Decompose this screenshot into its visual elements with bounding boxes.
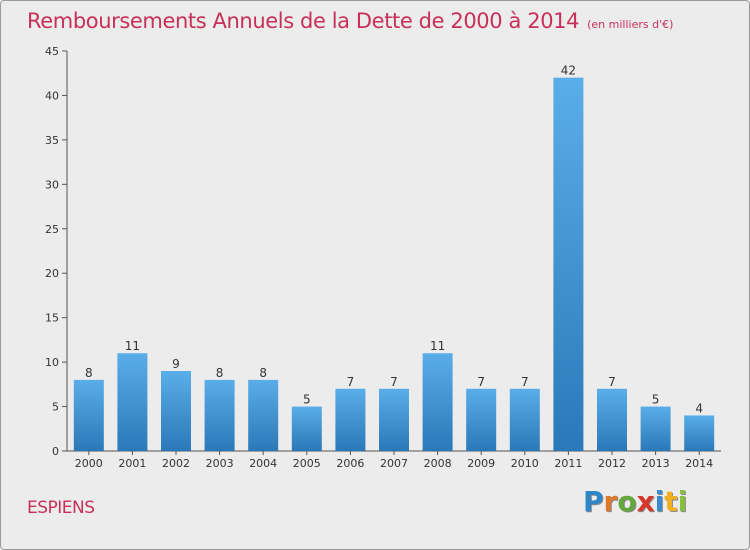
logo-letter: t <box>664 485 678 518</box>
x-tick-label: 2002 <box>162 457 190 470</box>
data-label: 9 <box>172 357 180 371</box>
y-tick-label: 5 <box>52 401 59 414</box>
y-tick-label: 35 <box>45 134 59 147</box>
bar <box>291 406 322 451</box>
y-tick-label: 25 <box>45 223 59 236</box>
bar <box>466 388 497 451</box>
y-tick-label: 10 <box>45 356 59 369</box>
y-tick-label: 15 <box>45 312 59 325</box>
data-label: 7 <box>477 375 485 389</box>
x-tick-label: 2014 <box>685 457 713 470</box>
y-tick-label: 30 <box>45 178 59 191</box>
x-tick-label: 2010 <box>511 457 539 470</box>
bar <box>379 388 409 451</box>
data-label: 4 <box>695 401 703 415</box>
y-tick-label: 20 <box>45 267 59 280</box>
data-label: 11 <box>125 339 140 353</box>
commune-name: ESPIENS <box>27 498 95 518</box>
data-label: 8 <box>216 366 224 380</box>
bar <box>640 406 671 451</box>
data-label: 42 <box>561 64 576 78</box>
x-tick-label: 2000 <box>75 457 103 470</box>
bar <box>553 77 584 452</box>
x-tick-label: 2008 <box>424 457 452 470</box>
x-tick-label: 2007 <box>380 457 408 470</box>
data-label: 7 <box>347 375 355 389</box>
bar <box>509 388 540 451</box>
data-label: 8 <box>259 366 267 380</box>
logo-letter: o <box>617 485 637 518</box>
data-label: 7 <box>390 375 398 389</box>
chart-title: Remboursements Annuels de la Dette de 20… <box>27 9 674 33</box>
y-tick-label: 0 <box>52 445 59 458</box>
data-label: 11 <box>430 339 445 353</box>
proxiti-logo: Proxiti <box>583 485 687 518</box>
bar <box>684 415 715 451</box>
x-tick-label: 2003 <box>206 457 234 470</box>
data-label: 7 <box>521 375 529 389</box>
bar <box>161 371 191 451</box>
bar <box>422 353 453 451</box>
y-tick-label: 45 <box>45 45 59 58</box>
x-tick-label: 2006 <box>336 457 364 470</box>
logo-letter: i <box>677 485 688 518</box>
x-tick-label: 2012 <box>598 457 626 470</box>
x-tick-label: 2009 <box>467 457 495 470</box>
bar <box>204 379 235 451</box>
data-label: 7 <box>608 375 616 389</box>
logo-letter: P <box>583 485 604 518</box>
chart-subtitle: (en milliers d'€) <box>587 18 674 31</box>
bar <box>248 379 279 451</box>
data-label: 5 <box>652 393 660 407</box>
bar <box>335 388 366 451</box>
bar <box>73 379 104 451</box>
logo-letter: i <box>654 485 665 518</box>
logo-letter: x <box>636 485 655 518</box>
bar <box>597 388 627 451</box>
x-tick-label: 2005 <box>293 457 321 470</box>
bar <box>117 353 148 451</box>
x-tick-label: 2013 <box>642 457 670 470</box>
x-tick-label: 2004 <box>249 457 277 470</box>
x-tick-label: 2001 <box>118 457 146 470</box>
logo-letter: r <box>603 485 618 518</box>
data-label: 8 <box>85 366 93 380</box>
x-tick-label: 2011 <box>554 457 582 470</box>
y-tick-label: 40 <box>45 89 59 102</box>
data-label: 5 <box>303 393 311 407</box>
